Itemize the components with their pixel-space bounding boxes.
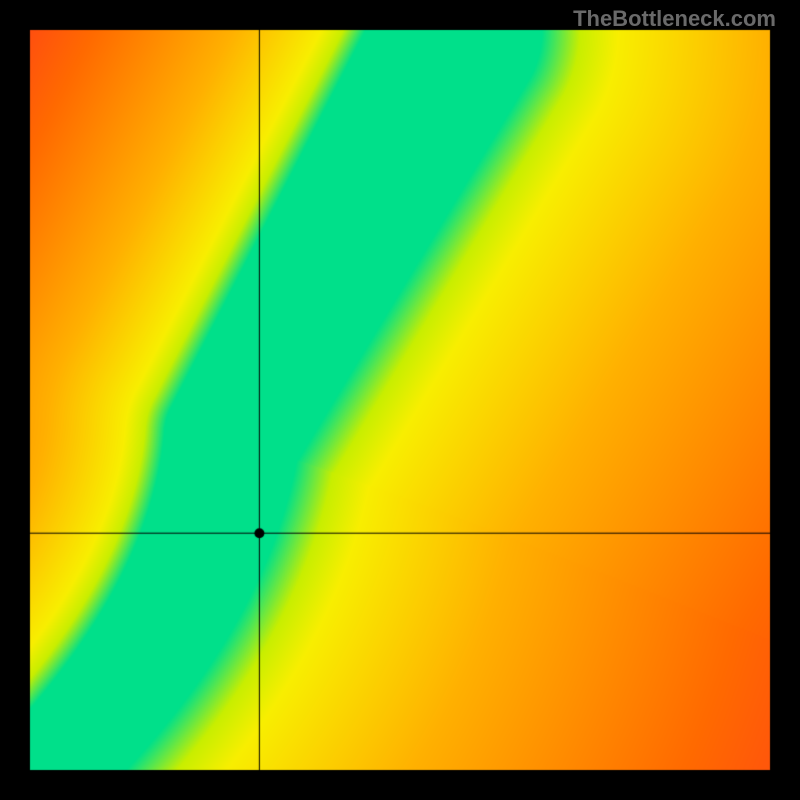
chart-container: TheBottleneck.com <box>0 0 800 800</box>
watermark-text: TheBottleneck.com <box>573 6 776 32</box>
heatmap-canvas <box>0 0 800 800</box>
